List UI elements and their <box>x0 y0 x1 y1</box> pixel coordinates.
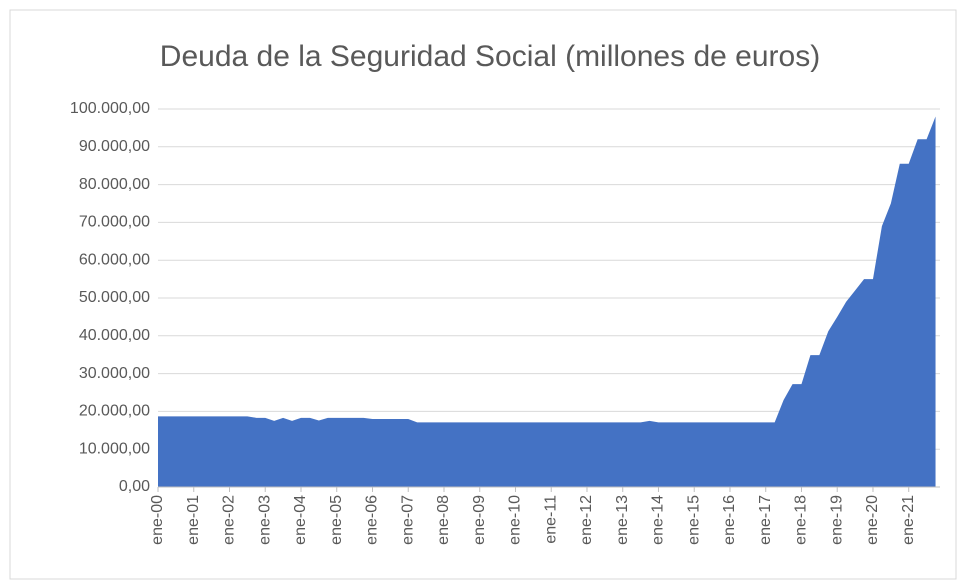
x-tick-label: ene-15 <box>685 495 702 545</box>
x-tick-label: ene-13 <box>614 495 631 545</box>
x-tick-label: ene-05 <box>328 495 345 545</box>
y-tick-label: 60.000,00 <box>79 251 150 268</box>
y-tick-label: 30.000,00 <box>79 365 150 382</box>
y-tick-label: 90.000,00 <box>79 138 150 155</box>
y-tick-label: 40.000,00 <box>79 327 150 344</box>
x-tick-label: ene-17 <box>757 495 774 545</box>
x-tick-label: ene-19 <box>828 495 845 545</box>
y-tick-label: 10.000,00 <box>79 440 150 457</box>
x-tick-label: ene-14 <box>650 495 667 545</box>
x-tick-label: ene-21 <box>900 495 917 545</box>
chart-frame <box>9 9 957 580</box>
x-tick-label: ene-11 <box>542 495 559 544</box>
chart-title: Deuda de la Seguridad Social (millones d… <box>160 40 820 73</box>
y-tick-label: 20.000,00 <box>79 403 150 420</box>
y-tick-label: 50.000,00 <box>79 289 150 306</box>
x-tick-label: ene-00 <box>149 495 166 545</box>
x-tick-label: ene-02 <box>221 495 238 545</box>
y-tick-label: 100.000,00 <box>70 100 150 117</box>
y-tick-label: 80.000,00 <box>79 176 150 193</box>
x-tick-label: ene-01 <box>185 495 202 545</box>
area <box>158 116 936 487</box>
x-tick-label: ene-08 <box>435 495 452 545</box>
x-tick-label: ene-16 <box>721 495 738 545</box>
x-tick-label: ene-06 <box>364 495 381 545</box>
x-tick-label: ene-18 <box>793 495 810 545</box>
x-tick-label: ene-04 <box>292 495 309 545</box>
y-tick-label: 70.000,00 <box>79 214 150 231</box>
x-tick-label: ene-20 <box>864 495 881 545</box>
x-tick-label: ene-09 <box>471 495 488 545</box>
x-tick-label: ene-12 <box>578 495 595 545</box>
x-tick-label: ene-07 <box>399 495 416 545</box>
y-tick-label: 0,00 <box>119 478 150 495</box>
x-tick-label: ene-03 <box>256 495 273 545</box>
x-tick-label: ene-10 <box>507 495 524 545</box>
